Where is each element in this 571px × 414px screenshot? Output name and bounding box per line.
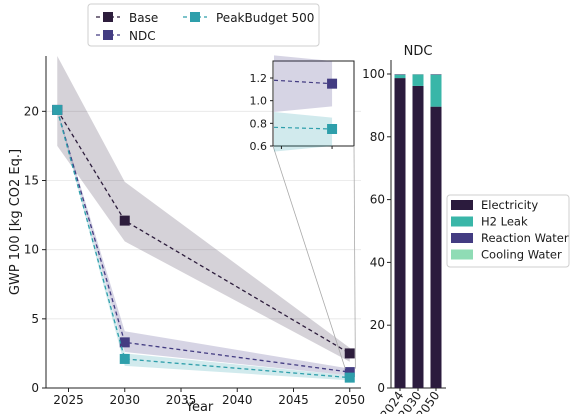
legend-label-ndc: NDC	[129, 29, 156, 43]
legend-marker-base	[103, 12, 113, 22]
data-point-peakbudget-500-2050	[344, 372, 355, 383]
bar-chart-title: NDC	[404, 44, 433, 59]
inset-line-peakbudget-500	[273, 126, 333, 130]
data-point-ndc-2050	[344, 367, 355, 378]
inset-y-tick-label-2: 1.0	[250, 95, 268, 108]
bar-y-tick-label-2: 40	[370, 255, 385, 269]
inset-point-ndc	[327, 78, 338, 89]
bar-segment-electricity-2024	[394, 78, 406, 388]
inset-y-tick-label-3: 1.2	[250, 72, 268, 85]
data-point-base-2050	[344, 348, 355, 359]
inset-line-ndc	[273, 79, 333, 85]
x-tick-label-1: 2030	[109, 393, 140, 407]
legend-marker-ndc	[103, 30, 113, 40]
y-tick-label-4: 20	[24, 104, 39, 118]
bar-legend-swatch-reaction-water	[451, 233, 473, 243]
bar-y-tick-label-5: 100	[362, 67, 385, 81]
bar-segment-h2-leak-2030	[412, 74, 424, 86]
legend-frame	[87, 3, 320, 47]
legend-marker-peakbudget-500	[190, 12, 200, 22]
series-line-ndc	[56, 109, 350, 373]
inset-y-tick-label-1: 0.8	[250, 117, 268, 130]
inset-frame	[272, 60, 355, 147]
bar-legend-label-cooling-water: Cooling Water	[481, 248, 562, 262]
bar-chart-legend: Electricity H2 Leak Reaction Water Cooling …	[446, 194, 570, 268]
bar-segment-electricity-2030	[412, 85, 424, 388]
series-line-peakbudget-500	[56, 109, 350, 379]
inset-band-peakbudget-500	[274, 112, 333, 152]
inset-point-peakbudget-500	[327, 124, 338, 134]
bar-y-tick-label-1: 20	[370, 318, 385, 332]
y-tick-label-2: 10	[24, 243, 39, 257]
x-tick-label-5: 2050	[334, 393, 365, 407]
bar-legend-swatch-cooling-water	[451, 249, 473, 260]
bar-legend-label-electricity: Electricity	[481, 198, 538, 212]
y-tick-label-0: 0	[31, 381, 39, 395]
y-tick-label-1: 5	[31, 312, 39, 326]
bar-legend-swatch-electricity	[451, 200, 473, 210]
inset-band-ndc	[274, 55, 333, 112]
y-axis-label: GWP 100 [kg CO2 Eq.]	[8, 149, 23, 295]
bar-legend-label-reaction-water: Reaction Water	[481, 231, 569, 245]
legend-label-peakbudget-500: PeakBudget 500	[216, 11, 314, 25]
x-tick-label-0: 2025	[53, 393, 84, 407]
bar-segment-reaction-water-2024	[394, 74, 406, 75]
inset-y-tick-label-0: 0.6	[250, 140, 268, 153]
data-point-base-2030	[119, 215, 130, 226]
bar-legend-frame	[446, 194, 570, 268]
emissions-line-chart: 0 5 10 15 20 2025 2030 2035 2040 2045 2050 Year GWP …	[8, 56, 365, 414]
line-chart-legend: Base NDC PeakBudget 500	[87, 3, 320, 47]
bar-legend-label-h2-leak: H2 Leak	[481, 215, 528, 229]
bar-y-tick-label-0: 0	[377, 381, 385, 395]
bar-y-tick-label-4: 80	[370, 130, 385, 144]
data-point-ndc-2030	[119, 337, 130, 348]
bar-segment-h2-leak-2050	[430, 74, 442, 107]
bar-legend-swatch-h2-leak	[451, 216, 473, 227]
x-tick-label-4: 2045	[278, 393, 309, 407]
bar-segment-h2-leak-2024	[394, 74, 406, 79]
x-tick-label-3: 2040	[222, 393, 253, 407]
bar-segment-electricity-2050	[430, 106, 442, 388]
x-tick-label-2: 2035	[166, 393, 197, 407]
x-axis-label: Year	[185, 400, 214, 414]
data-point-peakbudget-500-2024	[52, 104, 63, 115]
zoom-inset-chart: 0.6 0.8 1.0 1.2	[250, 55, 356, 369]
legend-label-base: Base	[129, 11, 158, 25]
inset-connector-left	[272, 145, 346, 369]
bar-y-tick-label-3: 60	[370, 193, 385, 207]
data-point-peakbudget-500-2030	[119, 353, 130, 364]
bar-segment-reaction-water-2050	[430, 74, 442, 75]
inset-connector-right	[353, 145, 356, 369]
uncertainty-band-base	[57, 56, 350, 362]
y-tick-label-3: 15	[24, 174, 39, 188]
